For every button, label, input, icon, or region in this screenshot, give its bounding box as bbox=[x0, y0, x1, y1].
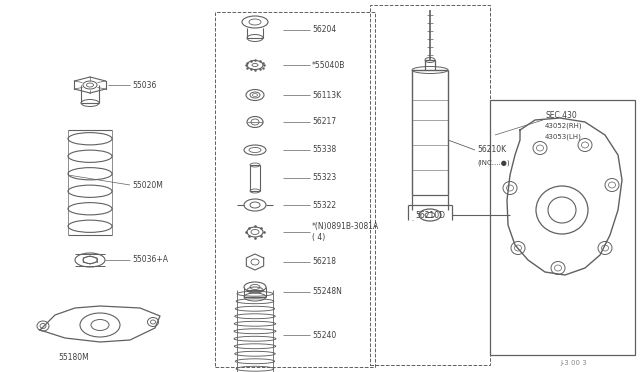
Text: 55036+A: 55036+A bbox=[132, 256, 168, 264]
Bar bbox=[215, 12, 375, 367]
Text: 55036: 55036 bbox=[132, 80, 156, 90]
Bar bbox=[370, 5, 490, 365]
Text: 55322: 55322 bbox=[312, 201, 336, 209]
Bar bbox=[490, 100, 635, 355]
Text: 55323: 55323 bbox=[312, 173, 336, 183]
Text: 55180M: 55180M bbox=[58, 353, 89, 362]
Text: 55248N: 55248N bbox=[312, 288, 342, 296]
Text: 43053(LH): 43053(LH) bbox=[545, 134, 582, 140]
Text: 56218: 56218 bbox=[312, 257, 336, 266]
Text: 56113K: 56113K bbox=[312, 90, 341, 99]
Text: 43052(RH): 43052(RH) bbox=[545, 123, 582, 129]
Text: *55040B: *55040B bbox=[312, 61, 346, 70]
Text: 56210K: 56210K bbox=[477, 145, 506, 154]
Text: 56204: 56204 bbox=[312, 26, 336, 35]
Text: 56210D: 56210D bbox=[415, 211, 445, 219]
Text: *(N)0891B-3081A
( 4): *(N)0891B-3081A ( 4) bbox=[312, 222, 380, 242]
Text: SEC.430: SEC.430 bbox=[545, 110, 577, 119]
Text: (INC....●): (INC....●) bbox=[477, 160, 509, 166]
Text: 55240: 55240 bbox=[312, 330, 336, 340]
Text: J-3 00 3: J-3 00 3 bbox=[560, 360, 587, 366]
Text: 55338: 55338 bbox=[312, 145, 336, 154]
Text: 56217: 56217 bbox=[312, 118, 336, 126]
Text: 55020M: 55020M bbox=[132, 180, 163, 189]
